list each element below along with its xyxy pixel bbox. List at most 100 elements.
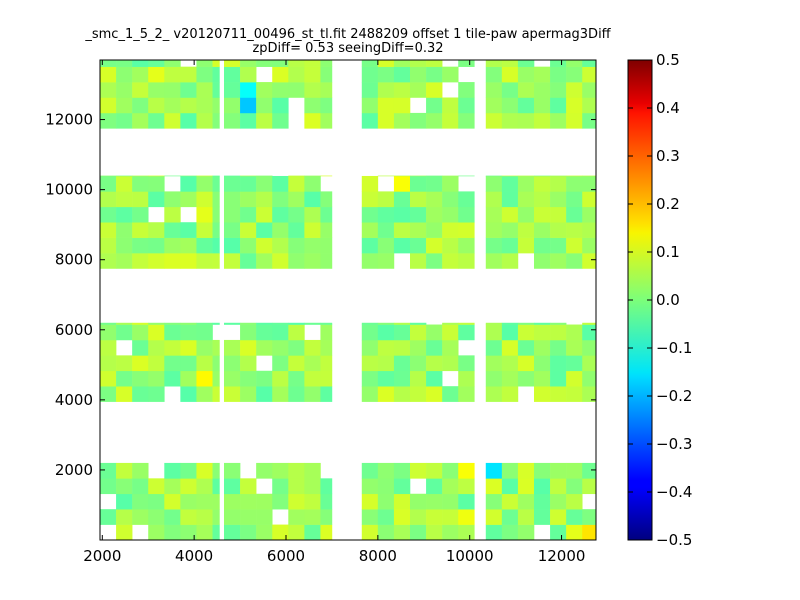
heatmap-cell (393, 175, 411, 177)
heatmap-cell (132, 324, 149, 341)
heatmap-cell (485, 478, 503, 495)
heatmap-cell (116, 478, 133, 495)
heatmap-cell (393, 66, 411, 83)
colorbar-tick-label: 0.3 (656, 147, 680, 165)
heatmap-cell (426, 324, 443, 341)
heatmap-cell (100, 324, 117, 341)
heatmap-cell (550, 478, 567, 495)
heatmap-cell (240, 355, 257, 372)
heatmap-cell (501, 206, 519, 223)
heatmap-cell (320, 493, 333, 510)
heatmap-cell (393, 97, 411, 114)
heatmap-cell (534, 370, 551, 387)
heatmap-cell (393, 524, 411, 541)
heatmap-cell (224, 509, 241, 525)
heatmap-cell (377, 462, 395, 479)
heatmap-cell (485, 386, 503, 402)
heatmap-cell (501, 175, 519, 192)
heatmap-cell (534, 112, 551, 129)
heatmap-cell (132, 237, 149, 254)
heatmap-cell (224, 524, 241, 541)
heatmap-cell (164, 253, 181, 269)
heatmap-cell (361, 82, 379, 98)
heatmap-cell (116, 222, 133, 238)
x-tick-label: 12000 (538, 547, 586, 565)
heatmap-cell (164, 82, 181, 98)
heatmap-cell (550, 97, 567, 114)
heatmap-cell (240, 509, 257, 525)
heatmap-cell (256, 60, 273, 67)
heatmap-cell (410, 222, 427, 238)
heatmap-cell (148, 478, 165, 495)
heatmap-cell (196, 478, 213, 495)
heatmap-cell (148, 370, 165, 387)
heatmap-cell (304, 191, 321, 208)
heatmap-cell (100, 82, 117, 98)
heatmap-cell (148, 60, 165, 67)
heatmap-cell (148, 112, 165, 129)
heatmap-cell (410, 493, 427, 510)
heatmap-cell (116, 60, 133, 67)
heatmap-cell (582, 322, 597, 325)
heatmap-cell (442, 322, 459, 325)
heatmap-cell (240, 82, 257, 98)
heatmap-cell (196, 339, 213, 356)
colorbar-tick-label: −0.2 (656, 387, 692, 405)
heatmap-cell (582, 386, 597, 402)
heatmap-cell (196, 524, 213, 541)
heatmap-cell (256, 386, 273, 402)
heatmap-cell (240, 478, 257, 495)
heatmap-cell (566, 222, 583, 238)
heatmap-cell (100, 206, 117, 223)
heatmap-cell (410, 370, 427, 387)
heatmap-cell (180, 175, 197, 177)
heatmap-cell (272, 237, 289, 254)
heatmap-cell (212, 66, 220, 83)
heatmap-cell (582, 237, 597, 254)
x-axis: 2000 4000 6000 8000 10000 12000 (83, 60, 585, 565)
heatmap-cell (361, 60, 379, 67)
heatmap-cell (377, 253, 395, 269)
heatmap-cell (501, 324, 519, 341)
heatmap-cell (132, 355, 149, 372)
heatmap-cell (116, 82, 133, 98)
heatmap-cell (288, 524, 305, 541)
heatmap-cell (393, 478, 411, 495)
heatmap-cell (501, 237, 519, 254)
heatmap-cell (410, 237, 427, 254)
heatmap-cell (240, 175, 257, 192)
heatmap-cell (501, 339, 519, 356)
heatmap-cell (180, 462, 197, 479)
heatmap-cell (458, 478, 475, 495)
heatmap-cell (256, 112, 273, 129)
heatmap-cell (501, 222, 519, 238)
heatmap-cell (272, 524, 289, 541)
heatmap-cell (426, 222, 443, 238)
heatmap-cell (485, 339, 503, 356)
heatmap-cell (377, 509, 395, 525)
heatmap-cell (272, 322, 289, 325)
heatmap-cell (377, 237, 395, 254)
heatmap-cell (224, 97, 241, 114)
heatmap-cell (485, 370, 503, 387)
heatmap-cell (410, 509, 427, 525)
heatmap-cell (442, 97, 459, 114)
heatmap-cell (566, 175, 583, 192)
heatmap-cell (534, 324, 551, 341)
heatmap-cell (212, 386, 220, 402)
heatmap-cell (501, 66, 519, 83)
heatmap-cell (180, 322, 197, 325)
heatmap-cell (132, 478, 149, 495)
heatmap-cell (582, 112, 597, 129)
heatmap-cell (517, 237, 535, 254)
heatmap-cell (426, 175, 443, 177)
heatmap-cell (272, 478, 289, 495)
heatmap-cell (180, 386, 197, 402)
heatmap-cell (304, 66, 321, 83)
heatmap-cell (288, 339, 305, 356)
heatmap-cell (212, 322, 220, 325)
heatmap-cell (304, 478, 321, 495)
heatmap-cell (288, 493, 305, 510)
heatmap-cell (566, 478, 583, 495)
heatmap-cell (256, 191, 273, 208)
